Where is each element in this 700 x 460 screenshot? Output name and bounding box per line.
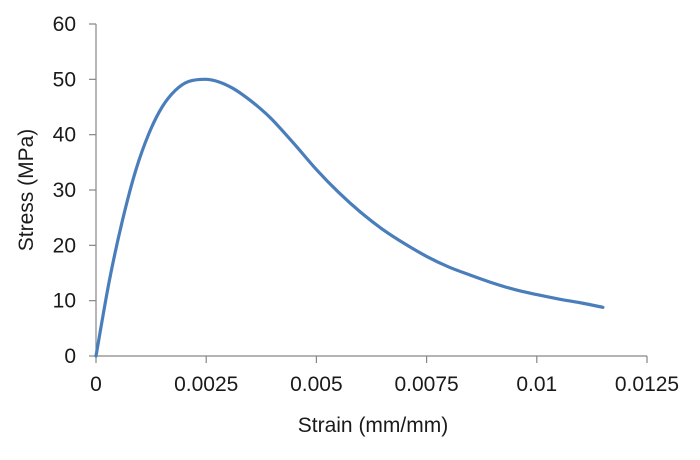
y-axis-title: Stress (MPa) <box>15 129 38 252</box>
axes <box>95 24 647 357</box>
y-tick-label: 30 <box>53 179 76 202</box>
y-tick-label: 10 <box>53 290 76 313</box>
x-tick-label: 0.01 <box>516 373 557 396</box>
y-tick-label: 0 <box>64 345 76 368</box>
y-tick-label: 60 <box>53 13 76 36</box>
stress-strain-curve <box>94 77 605 358</box>
x-tick-label: 0.005 <box>290 373 343 396</box>
x-tick-label: 0.0075 <box>394 373 458 396</box>
x-axis-ticks: 0 0.0025 0.005 0.0075 0.01 0.0125 <box>90 356 679 396</box>
y-tick-label: 40 <box>53 124 76 147</box>
x-tick-label: 0.0025 <box>174 373 238 396</box>
y-tick-label: 50 <box>53 68 76 91</box>
x-axis-title: Strain (mm/mm) <box>298 414 449 437</box>
x-tick-label: 0 <box>90 373 102 396</box>
y-axis-ticks: 0 10 20 30 40 50 60 <box>53 13 96 368</box>
series-layer <box>94 77 605 358</box>
x-tick-label: 0.0125 <box>615 373 679 396</box>
y-tick-label: 20 <box>53 234 76 257</box>
